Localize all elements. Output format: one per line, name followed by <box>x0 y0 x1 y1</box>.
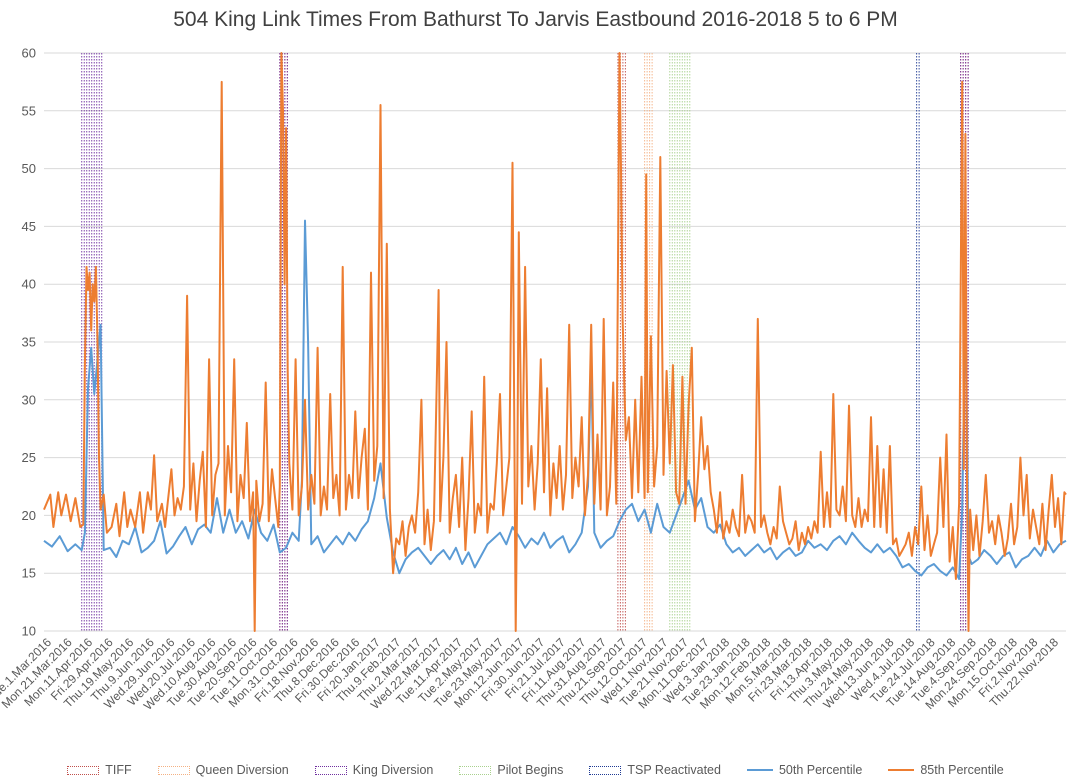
legend-item-king-diversion: King Diversion <box>314 763 434 777</box>
legend-label: King Diversion <box>352 763 434 777</box>
series-lines <box>43 52 1067 632</box>
y-tick-label: 60 <box>22 46 36 61</box>
legend-label: 50th Percentile <box>778 763 863 777</box>
legend-item-50th-percentile: 50th Percentile <box>746 763 863 777</box>
y-tick-label: 50 <box>22 161 36 176</box>
legend-label: 85th Percentile <box>920 763 1004 777</box>
gridlines <box>44 52 1066 632</box>
y-tick-label: 40 <box>22 277 36 292</box>
y-tick-label: 20 <box>22 508 36 523</box>
legend-item-85th-percentile: 85th Percentile <box>888 763 1004 777</box>
legend-item-tsp-reactivated: TSP Reactivated <box>589 763 721 777</box>
y-tick-label: 25 <box>22 450 36 465</box>
y-tick-label: 55 <box>22 103 36 118</box>
y-tick-label: 30 <box>22 392 36 407</box>
legend-item-pilot-begins: Pilot Begins <box>459 763 563 777</box>
series-line-85th-percentile <box>43 52 1067 632</box>
legend-item-tiff: TIFF <box>67 763 132 777</box>
legend-item-queen-diversion: Queen Diversion <box>157 763 289 777</box>
y-tick-label: 35 <box>22 335 36 350</box>
legend-swatch <box>589 765 622 775</box>
legend-swatch <box>459 765 492 775</box>
legend-swatch <box>157 765 190 775</box>
legend-line <box>888 769 915 771</box>
line-chart: 10 15 20 25 30 35 40 45 50 55 60 Tue.1.Mar.2016Mon… <box>0 46 1067 713</box>
event-bands <box>81 53 969 631</box>
legend-label: TIFF <box>105 763 132 777</box>
y-tick-label: 45 <box>22 219 36 234</box>
y-tick-label: 10 <box>22 624 36 639</box>
legend-label: Queen Diversion <box>195 763 289 777</box>
legend-label: TSP Reactivated <box>627 763 721 777</box>
y-tick-label: 15 <box>22 566 36 581</box>
x-axis-ticks: Tue.1.Mar.2016Mon.21.Mar.2016Mon.11.Apr.… <box>0 635 1061 713</box>
legend-label: Pilot Begins <box>497 763 564 777</box>
chart-title: 504 King Link Times From Bathurst To Jar… <box>173 8 898 31</box>
chart-legend: TIFF Queen Diversion King Diversion Pilo… <box>0 760 1071 780</box>
legend-swatch <box>314 765 347 775</box>
y-axis-ticks: 10 15 20 25 30 35 40 45 50 55 60 <box>22 46 36 639</box>
legend-line <box>746 769 773 771</box>
legend-swatch <box>67 765 100 775</box>
